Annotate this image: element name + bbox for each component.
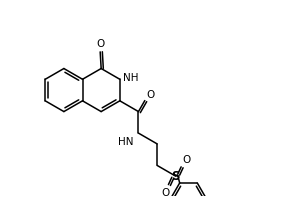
Text: O: O [147,90,155,100]
Text: O: O [161,188,170,198]
Text: HN: HN [118,137,134,147]
Text: O: O [182,155,190,165]
Text: O: O [96,39,104,49]
Text: S: S [172,170,180,183]
Text: NH: NH [123,73,138,83]
